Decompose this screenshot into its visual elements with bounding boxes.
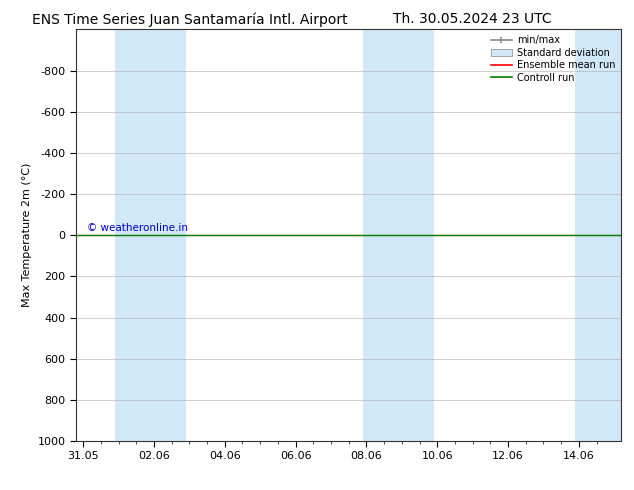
Text: © weatheronline.in: © weatheronline.in (87, 223, 188, 233)
Bar (115, 29, 186, 441)
Text: Th. 30.05.2024 23 UTC: Th. 30.05.2024 23 UTC (393, 12, 552, 26)
Y-axis label: Max Temperature 2m (°C): Max Temperature 2m (°C) (22, 163, 32, 307)
Legend: min/max, Standard deviation, Ensemble mean run, Controll run: min/max, Standard deviation, Ensemble me… (487, 31, 619, 86)
Bar (575, 29, 621, 441)
Text: ENS Time Series Juan Santamaría Intl. Airport: ENS Time Series Juan Santamaría Intl. Ai… (32, 12, 348, 27)
Bar (363, 29, 434, 441)
